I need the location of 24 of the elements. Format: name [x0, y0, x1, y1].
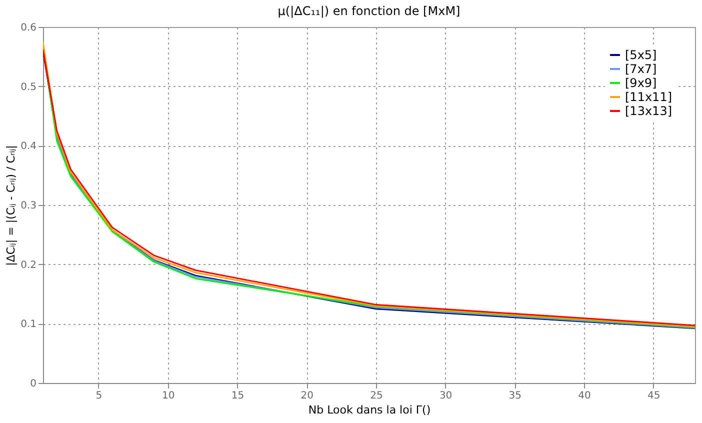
y-tick-label: 0.3	[20, 200, 36, 212]
y-tick-label: 0	[30, 378, 36, 390]
y-tick-label: 0.6	[20, 22, 36, 34]
y-tick-label: 0.4	[20, 141, 36, 152]
y-tick-label: 0.2	[20, 260, 36, 271]
x-tick-label: 5	[96, 390, 102, 402]
legend-label: [13x13]	[625, 104, 672, 118]
legend-label: [5x5]	[625, 48, 657, 62]
x-tick-label: 30	[439, 390, 452, 402]
x-tick-label: 45	[648, 390, 660, 402]
legend-label: [11x11]	[625, 90, 672, 104]
x-tick-label: 40	[578, 390, 591, 402]
x-tick-label: 10	[162, 390, 175, 402]
x-tick-label: 15	[231, 390, 244, 402]
legend-label: [7x7]	[625, 62, 657, 76]
x-tick-label: 20	[300, 390, 314, 402]
y-tick-label: 0.5	[20, 82, 36, 93]
y-axis-title: |ΔCᵢⱼ| = |(Cᵢⱼ - Cᵣᵢⱼ) / Cᵣᵢⱼ|	[4, 145, 18, 266]
chart-title: μ(|ΔC₁₁|) en fonction de [MxM]	[278, 4, 460, 18]
y-tick-label: 0.1	[20, 319, 36, 330]
x-tick-label: 25	[370, 390, 383, 402]
x-axis-title: Nb Look dans la loi Γ()	[308, 404, 431, 416]
legend-label: [9x9]	[625, 76, 657, 90]
x-tick-label: 35	[508, 390, 522, 402]
